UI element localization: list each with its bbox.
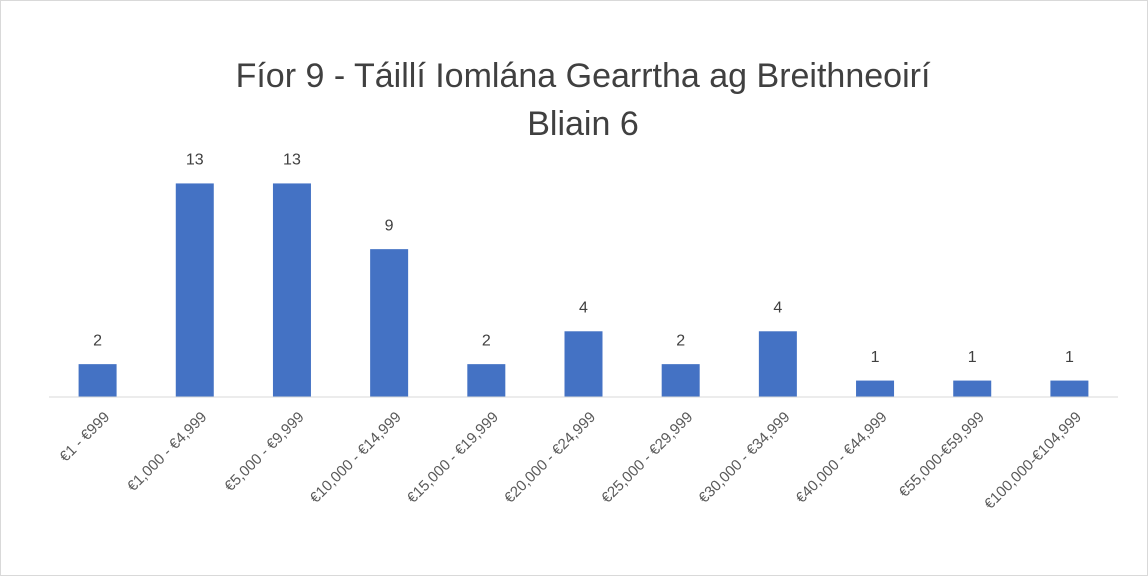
- data-label: 4: [579, 300, 588, 317]
- data-label: 2: [482, 332, 491, 349]
- bar: [564, 331, 603, 397]
- data-label: 13: [283, 152, 301, 169]
- bar: [272, 183, 311, 397]
- data-label: 2: [93, 332, 102, 349]
- data-label: 1: [968, 349, 977, 366]
- bar: [467, 364, 506, 397]
- bar: [1050, 380, 1089, 397]
- bar: [856, 380, 895, 397]
- bar: [953, 380, 992, 397]
- data-label: 1: [1065, 349, 1074, 366]
- bar: [661, 364, 700, 397]
- data-label: 1: [871, 349, 880, 366]
- bar: [758, 331, 797, 397]
- data-label: 13: [186, 152, 204, 169]
- bar: [370, 249, 409, 397]
- chart-title: Fíor 9 - Táillí Iomlána Gearrtha ag Brei…: [236, 57, 931, 95]
- bar: [175, 183, 214, 397]
- data-label: 9: [385, 217, 394, 234]
- data-label: 4: [773, 300, 782, 317]
- bar: [78, 364, 117, 397]
- data-label: 2: [676, 332, 685, 349]
- chart-subtitle: Bliain 6: [527, 105, 639, 143]
